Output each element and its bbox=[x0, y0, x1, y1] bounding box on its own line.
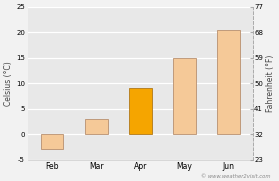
Bar bbox=[85, 119, 108, 134]
Bar bbox=[217, 30, 240, 134]
Bar bbox=[173, 58, 196, 134]
Text: © www.weather2visit.com: © www.weather2visit.com bbox=[201, 174, 271, 179]
Y-axis label: Fahrenheit (°F): Fahrenheit (°F) bbox=[266, 54, 275, 112]
Y-axis label: Celsius (°C): Celsius (°C) bbox=[4, 61, 13, 106]
Bar bbox=[129, 88, 152, 134]
Bar bbox=[40, 134, 63, 150]
